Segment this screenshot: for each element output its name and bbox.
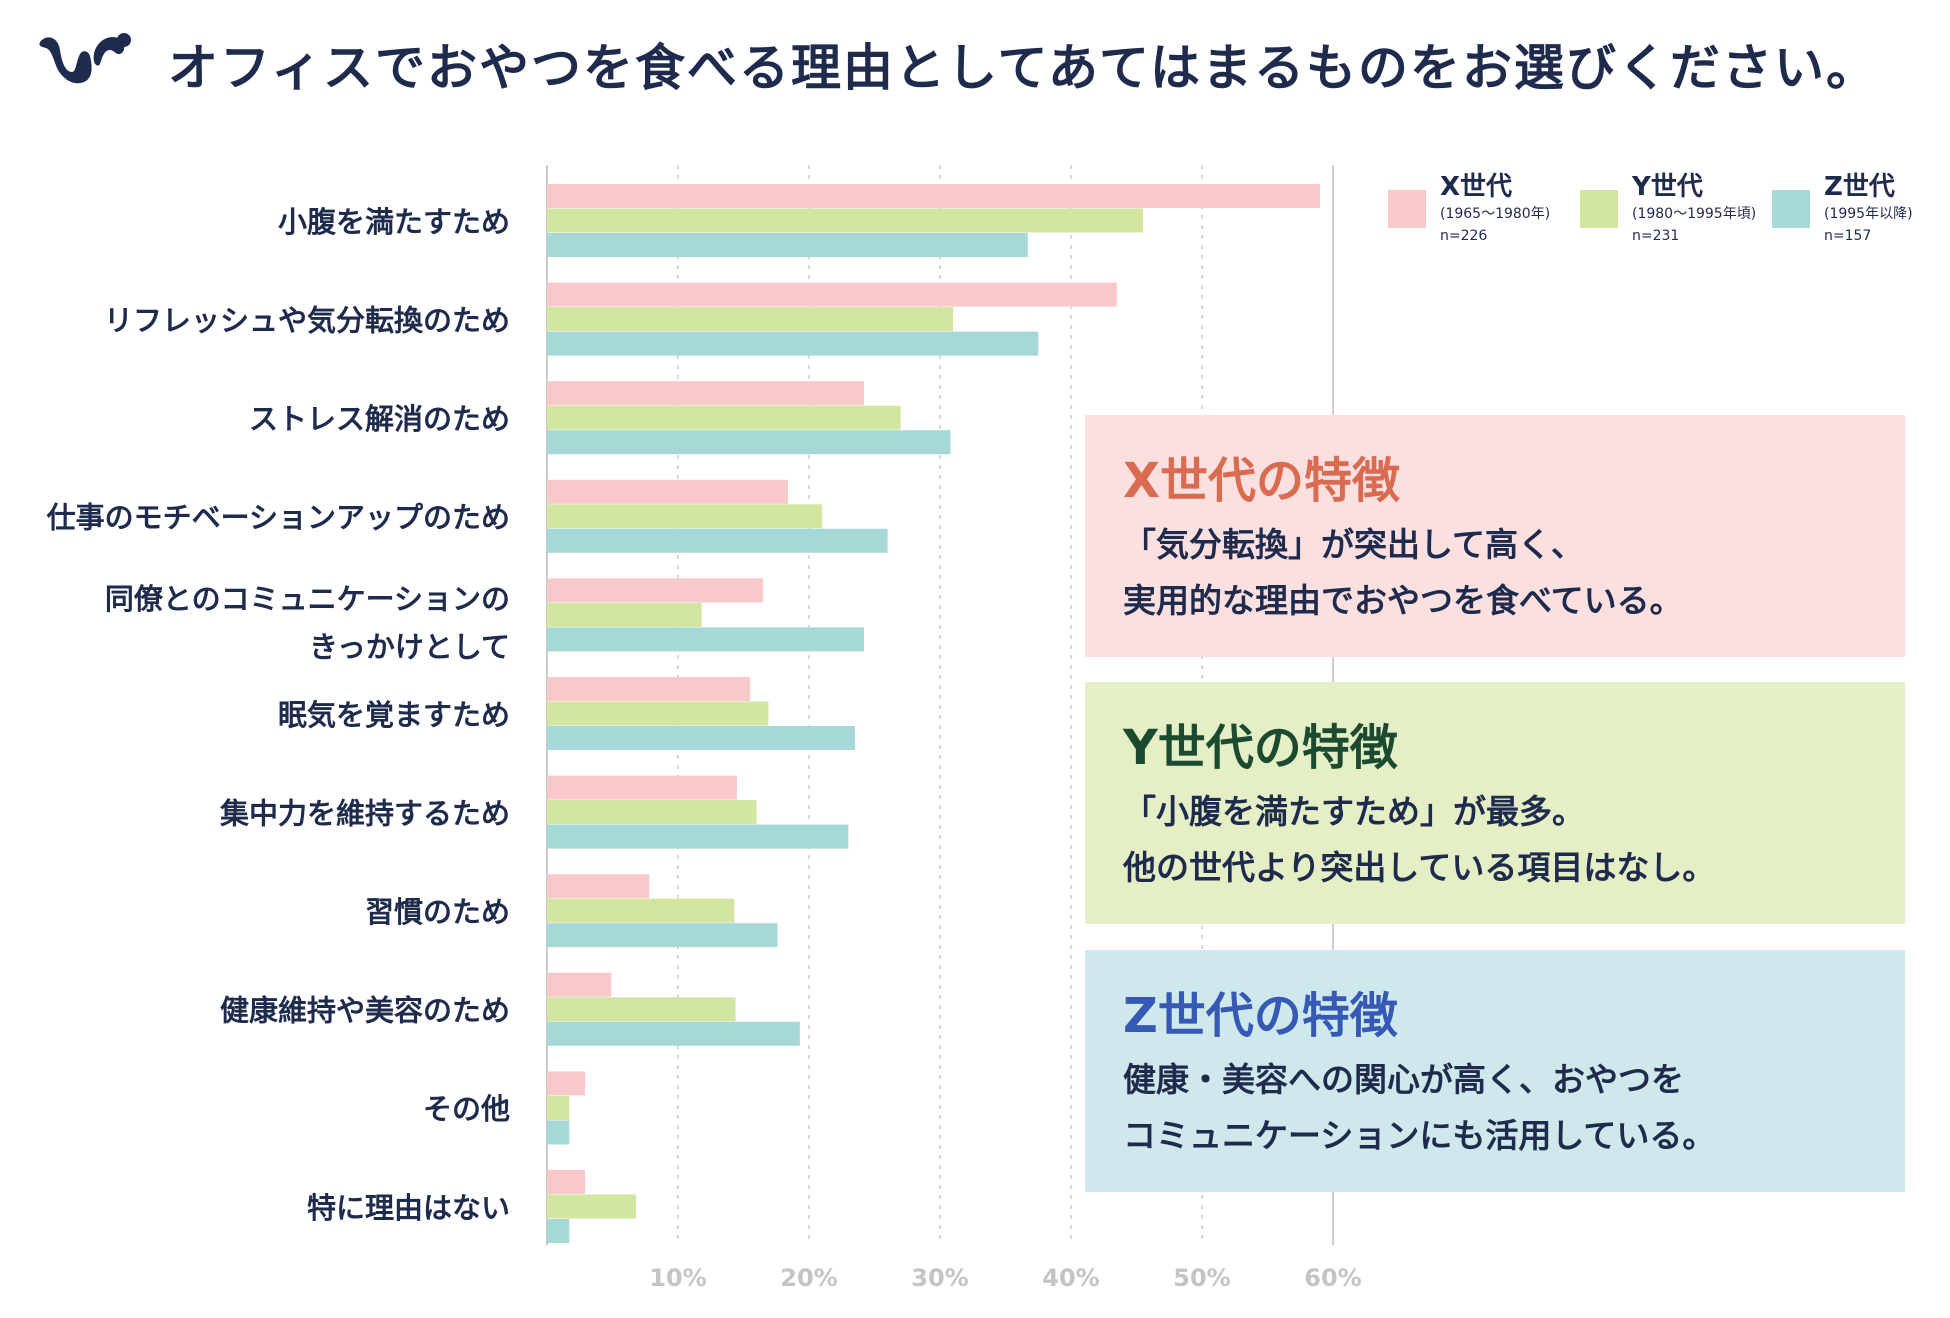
note-z-generation: Z世代の特徴 健康・美容への関心が高く、おやつを コミュニケーションにも活用して… — [1085, 950, 1905, 1192]
bar-z — [547, 627, 865, 652]
legend-label-x: X世代 — [1440, 172, 1513, 202]
note-y-title: Y世代の特徴 — [1123, 720, 1398, 776]
category-label: その他 — [423, 1092, 510, 1126]
bar-y — [547, 997, 736, 1022]
bar-x — [547, 677, 751, 701]
bar-x — [547, 775, 737, 800]
legend-n-x: n=226 — [1440, 228, 1488, 244]
bar-y — [547, 701, 769, 726]
bar-x — [547, 972, 612, 997]
bar-z — [547, 233, 1028, 257]
legend-swatch-z — [1772, 190, 1810, 228]
bar-z — [547, 1021, 800, 1046]
legend-years-y: (1980〜1995年頃) — [1632, 206, 1757, 222]
note-y-line-1: 「小腹を満たすため」が最多。 — [1123, 792, 1585, 831]
bar-y — [547, 800, 757, 825]
legend-years-z: (1995年以降) — [1824, 206, 1913, 222]
legend-n-z: n=157 — [1824, 228, 1872, 244]
x-tick-label: 60% — [1304, 1264, 1361, 1292]
x-tick-label: 30% — [911, 1264, 968, 1292]
category-label: リフレッシュや気分転換のため — [104, 303, 510, 337]
bar-y — [547, 1194, 637, 1219]
bar-x — [547, 381, 865, 406]
legend-label-y: Y世代 — [1632, 172, 1703, 202]
bar-x — [547, 282, 1117, 307]
legend-years-x: (1965〜1980年) — [1440, 206, 1551, 222]
note-y-line-2: 他の世代より突出している項目はなし。 — [1123, 848, 1716, 887]
bar-x — [547, 184, 1320, 208]
note-x-generation: X世代の特徴 「気分転換」が突出して高く、 実用的な理由でおやつを食べている。 — [1085, 415, 1905, 657]
bar-y — [547, 1095, 570, 1120]
category-label: 健康維持や美容のため — [220, 994, 510, 1028]
bar-y — [547, 504, 823, 529]
category-label: きっかけとして — [309, 630, 510, 664]
x-tick-label: 20% — [780, 1264, 837, 1292]
x-tick-label: 40% — [1042, 1264, 1099, 1292]
bar-z — [547, 1219, 570, 1243]
bar-z — [547, 824, 849, 849]
category-label: 同僚とのコミュニケーションの — [105, 582, 510, 616]
note-y-generation: Y世代の特徴 「小腹を満たすため」が最多。 他の世代より突出している項目はなし。 — [1085, 682, 1905, 924]
bar-y — [547, 405, 901, 430]
category-label: 小腹を満たすため — [278, 205, 510, 239]
category-label: 特に理由はない — [307, 1191, 510, 1225]
legend-n-y: n=231 — [1632, 228, 1680, 244]
x-tick-label: 10% — [649, 1264, 706, 1292]
legend-z: Z世代 (1995年以降) n=157 — [1772, 172, 1913, 246]
bar-y — [547, 898, 735, 923]
category-label: 仕事のモチベーションアップのため — [46, 501, 510, 535]
category-label: ストレス解消のため — [249, 402, 510, 436]
bar-z — [547, 331, 1039, 356]
page-title: オフィスでおやつを食べる理由としてあてはまるものをお選びください。 — [168, 39, 1878, 97]
note-z-line-1: 健康・美容への関心が高く、おやつを — [1123, 1060, 1684, 1099]
note-z-title: Z世代の特徴 — [1123, 988, 1398, 1044]
note-x-line-2: 実用的な理由でおやつを食べている。 — [1123, 581, 1683, 620]
bar-y — [547, 307, 954, 332]
note-x-title: X世代の特徴 — [1123, 453, 1401, 509]
bar-z — [547, 726, 855, 750]
legend-swatch-x — [1388, 190, 1426, 228]
category-label: 集中力を維持するため — [219, 796, 510, 830]
bar-z — [547, 430, 951, 455]
bar-x — [547, 479, 789, 504]
bar-y — [547, 602, 702, 627]
legend-y: Y世代 (1980〜1995年頃) n=231 — [1580, 172, 1756, 246]
category-label: 習慣のため — [365, 895, 510, 929]
x-tick-label: 50% — [1173, 1264, 1230, 1292]
legend-x: X世代 (1965〜1980年) n=226 — [1388, 172, 1550, 246]
bar-x — [547, 578, 764, 603]
legend-swatch-y — [1580, 190, 1618, 228]
bar-z — [547, 528, 888, 553]
bar-x — [547, 1071, 585, 1096]
category-label: 眠気を覚ますため — [278, 698, 510, 732]
bar-y — [547, 208, 1144, 233]
logo-icon — [39, 33, 131, 84]
legend-label-z: Z世代 — [1824, 172, 1895, 202]
bar-x — [547, 1170, 585, 1194]
bar-x — [547, 874, 650, 899]
bar-z — [547, 923, 778, 948]
bar-z — [547, 1120, 570, 1145]
note-z-line-2: コミュニケーションにも活用している。 — [1123, 1116, 1716, 1155]
note-x-line-1: 「気分転換」が突出して高く、 — [1123, 525, 1585, 564]
